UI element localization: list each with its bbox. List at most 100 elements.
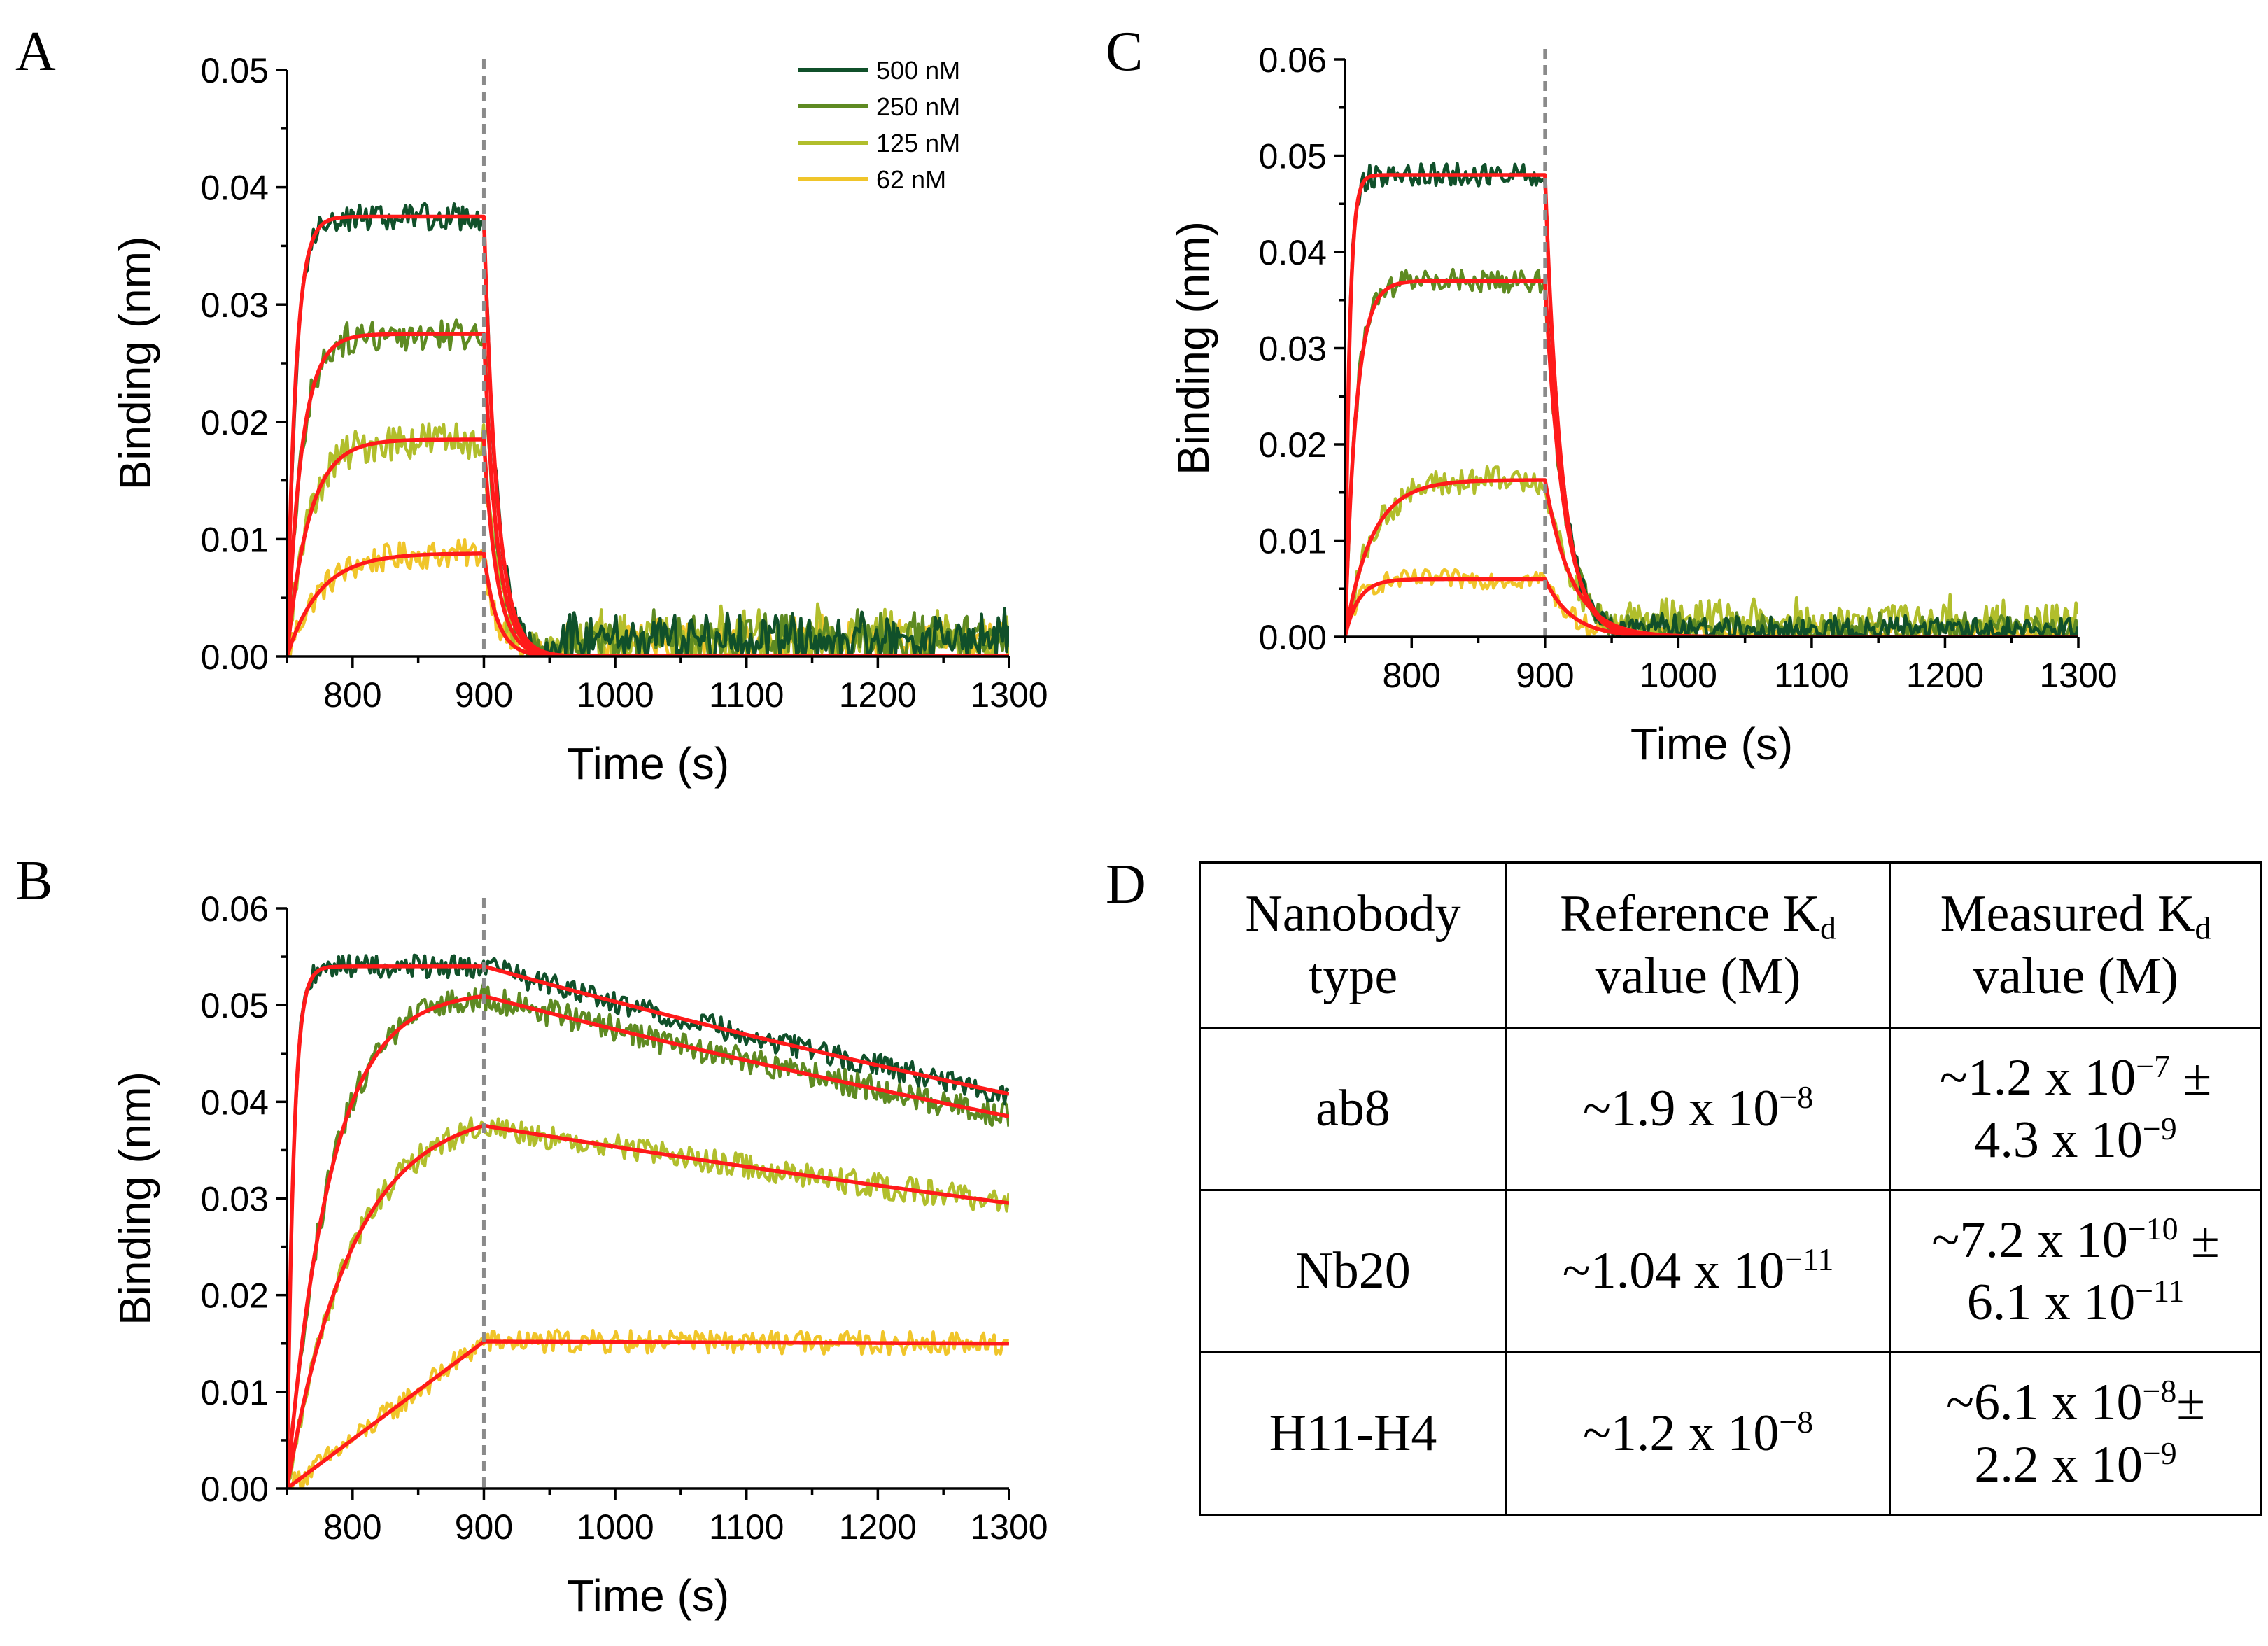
x-tick-label: 1300 — [970, 675, 1048, 715]
y-tick-label: 0.03 — [201, 286, 269, 325]
trace-b-500-nm — [287, 953, 1009, 1390]
x-tick-label: 1100 — [1774, 656, 1850, 695]
cell-nanobody: ab8 — [1199, 1027, 1507, 1191]
x-tick-label: 800 — [1383, 656, 1441, 695]
fit-b-62-nm — [287, 1339, 1009, 1489]
x-tick-label: 1300 — [2039, 656, 2117, 695]
table-row: ab8 ~1.9 x 10−8 ~1.2 x 10−7 ±4.3 x 10−9 — [1199, 1027, 2262, 1191]
fit-c-500-nm — [1345, 173, 2078, 637]
x-tick-label: 800 — [323, 1507, 381, 1547]
x-axis-title: Time (s) — [567, 1570, 729, 1621]
y-tick-label: 0.05 — [1259, 137, 1327, 176]
fit-a-125-nm — [287, 437, 1009, 656]
table-row: Nb20 ~1.04 x 10−11 ~7.2 x 10−10 ±6.1 x 1… — [1199, 1189, 2262, 1353]
y-tick-label: 0.04 — [201, 1083, 269, 1122]
table-row: H11-H4 ~1.2 x 10−8 ~6.1 x 10−8± 2.2 x 10−… — [1199, 1351, 2262, 1516]
panel-letter-c: C — [1106, 21, 1143, 83]
header-measured-kd: Measured Kd value (M) — [1889, 861, 2262, 1029]
x-tick-label: 900 — [455, 675, 513, 715]
fit-c-125-nm — [1345, 478, 2078, 637]
cell-measured-kd: ~7.2 x 10−10 ±6.1 x 10−11 — [1889, 1189, 2262, 1353]
y-tick-label: 0.00 — [1259, 618, 1327, 657]
header-subscript: d — [1819, 910, 1836, 946]
y-tick-label: 0.01 — [201, 520, 269, 559]
y-tick-label: 0.00 — [201, 1470, 269, 1509]
panel-letter-a: A — [15, 21, 56, 83]
y-tick-label: 0.01 — [201, 1373, 269, 1412]
chart-panel-a: 800 900 1000 1100 1200 1300 0.00 0.01 0.02 0.03 0.… — [110, 51, 1048, 789]
fit-a-500-nm — [287, 214, 1009, 656]
panel-letter-b: B — [15, 850, 52, 912]
x-tick-label: 1100 — [709, 1507, 784, 1547]
legend-label: 500 nM — [876, 56, 960, 85]
cell-measured-kd: ~6.1 x 10−8± 2.2 x 10−9 — [1889, 1351, 2262, 1516]
fit-c-250-nm — [1345, 279, 2078, 637]
header-text: Nanobody — [1245, 885, 1461, 943]
table-header-row: Nanobody type Reference Kd value (M) Mea… — [1199, 861, 2262, 1029]
x-axis-title: Time (s) — [567, 738, 729, 789]
legend-label: 62 nM — [876, 165, 946, 194]
y-tick-label: 0.02 — [1259, 425, 1327, 465]
fit-b-125-nm — [287, 1123, 1009, 1489]
header-nanobody-type: Nanobody type — [1199, 861, 1507, 1029]
legend-label: 250 nM — [876, 92, 960, 121]
x-tick-label: 900 — [1516, 656, 1574, 695]
y-tick-label: 0.02 — [201, 403, 269, 442]
trace-c-125-nm — [1345, 465, 2078, 637]
x-tick-label: 1200 — [839, 1507, 917, 1547]
chart-panel-b: 800 900 1000 1100 1200 1300 0.00 0.01 0.02 0.03 0.… — [110, 889, 1048, 1621]
y-tick-label: 0.01 — [1259, 522, 1327, 561]
y-tick-label: 0.03 — [1259, 330, 1327, 369]
y-axis-title: Binding (nm) — [110, 1071, 160, 1325]
x-tick-label: 1000 — [1640, 656, 1717, 695]
chart-panel-c: 800 900 1000 1100 1200 1300 0.00 0.01 0.02 0.03 0.… — [1168, 41, 2118, 769]
y-tick-label: 0.06 — [1259, 41, 1327, 80]
x-tick-label: 1000 — [576, 1507, 654, 1547]
trace-b-62-nm — [287, 1328, 1009, 1489]
trace-c-500-nm — [1345, 162, 2078, 637]
trace-c-250-nm — [1345, 267, 2078, 637]
header-text: type — [1308, 947, 1398, 1005]
x-tick-label: 1000 — [576, 675, 654, 715]
y-tick-label: 0.05 — [201, 51, 269, 90]
panel-letter-d: D — [1106, 854, 1146, 915]
trace-b-125-nm — [287, 1116, 1009, 1482]
x-tick-label: 1100 — [709, 675, 784, 715]
x-axis-title: Time (s) — [1630, 719, 1793, 769]
y-tick-label: 0.04 — [1259, 233, 1327, 272]
header-reference-kd: Reference Kd value (M) — [1505, 861, 1891, 1029]
fit-a-250-nm — [287, 332, 1009, 656]
cell-reference-kd: ~1.04 x 10−11 — [1505, 1189, 1891, 1353]
cell-measured-kd: ~1.2 x 10−7 ±4.3 x 10−9 — [1889, 1027, 2262, 1191]
fit-a-62-nm — [287, 551, 1009, 656]
legend-label: 125 nM — [876, 129, 960, 157]
header-text: Measured K — [1940, 885, 2195, 943]
x-tick-label: 1200 — [839, 675, 917, 715]
trace-b-250-nm — [287, 982, 1009, 1470]
y-tick-label: 0.06 — [201, 889, 269, 929]
kd-comparison-table: Nanobody type Reference Kd value (M) Mea… — [1199, 861, 2262, 1516]
trace-a-500-nm — [287, 202, 1009, 656]
x-tick-label: 1200 — [1906, 656, 1984, 695]
y-tick-label: 0.05 — [201, 986, 269, 1025]
x-tick-label: 1300 — [970, 1507, 1048, 1547]
trace-a-250-nm — [287, 318, 1009, 656]
y-tick-label: 0.02 — [201, 1276, 269, 1316]
fit-b-250-nm — [287, 994, 1009, 1489]
cell-reference-kd: ~1.9 x 10−8 — [1505, 1027, 1891, 1191]
y-axis-title: Binding (nm) — [1168, 221, 1218, 475]
header-text: value (M) — [1973, 947, 2178, 1005]
fit-b-500-nm — [287, 964, 1009, 1489]
header-text: Reference K — [1560, 885, 1820, 943]
y-tick-label: 0.00 — [201, 638, 269, 677]
header-subscript: d — [2195, 910, 2211, 946]
cell-nanobody: H11-H4 — [1199, 1351, 1507, 1516]
x-tick-label: 800 — [323, 675, 381, 715]
y-tick-label: 0.04 — [201, 169, 269, 208]
cell-reference-kd: ~1.2 x 10−8 — [1505, 1351, 1891, 1516]
cell-nanobody: Nb20 — [1199, 1189, 1507, 1353]
x-tick-label: 900 — [455, 1507, 513, 1547]
header-text: value (M) — [1595, 947, 1801, 1005]
y-axis-title: Binding (nm) — [110, 237, 160, 491]
